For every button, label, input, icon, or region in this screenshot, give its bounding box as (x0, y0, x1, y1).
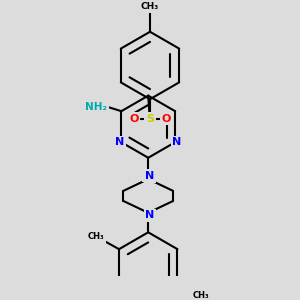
Text: N: N (146, 171, 154, 182)
Text: N: N (172, 137, 182, 147)
Text: N: N (146, 210, 154, 220)
Text: S: S (146, 114, 154, 124)
Text: CH₃: CH₃ (141, 2, 159, 11)
Text: N: N (144, 170, 153, 181)
Text: CH₃: CH₃ (192, 291, 209, 300)
Text: O: O (129, 114, 139, 124)
Text: CH₃: CH₃ (88, 232, 104, 241)
Text: NH₂: NH₂ (85, 102, 107, 112)
Text: O: O (161, 114, 171, 124)
Text: N: N (115, 137, 124, 147)
